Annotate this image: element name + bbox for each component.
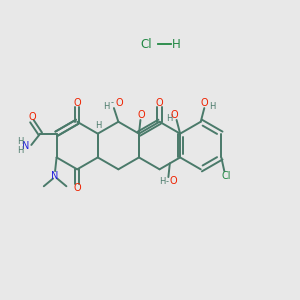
- Text: O: O: [115, 98, 123, 108]
- Text: N: N: [22, 141, 30, 152]
- Text: H: H: [159, 177, 166, 186]
- Text: -: -: [166, 177, 169, 186]
- Text: Cl: Cl: [221, 171, 230, 181]
- Text: O: O: [171, 110, 178, 120]
- Text: Cl: Cl: [141, 38, 152, 51]
- Text: H: H: [17, 137, 23, 146]
- Text: O: O: [169, 176, 177, 186]
- Text: H: H: [103, 102, 109, 111]
- Text: H: H: [172, 38, 181, 51]
- Text: O: O: [28, 112, 36, 122]
- Text: O: O: [74, 98, 81, 108]
- Text: O: O: [156, 98, 164, 108]
- Text: N: N: [51, 171, 59, 181]
- Text: H: H: [17, 146, 23, 155]
- Text: O: O: [74, 183, 81, 193]
- Text: O: O: [137, 110, 145, 120]
- Text: H: H: [95, 122, 102, 130]
- Text: -: -: [110, 98, 113, 107]
- Text: H: H: [209, 101, 215, 110]
- Text: O: O: [200, 98, 208, 108]
- Text: H: H: [166, 114, 172, 123]
